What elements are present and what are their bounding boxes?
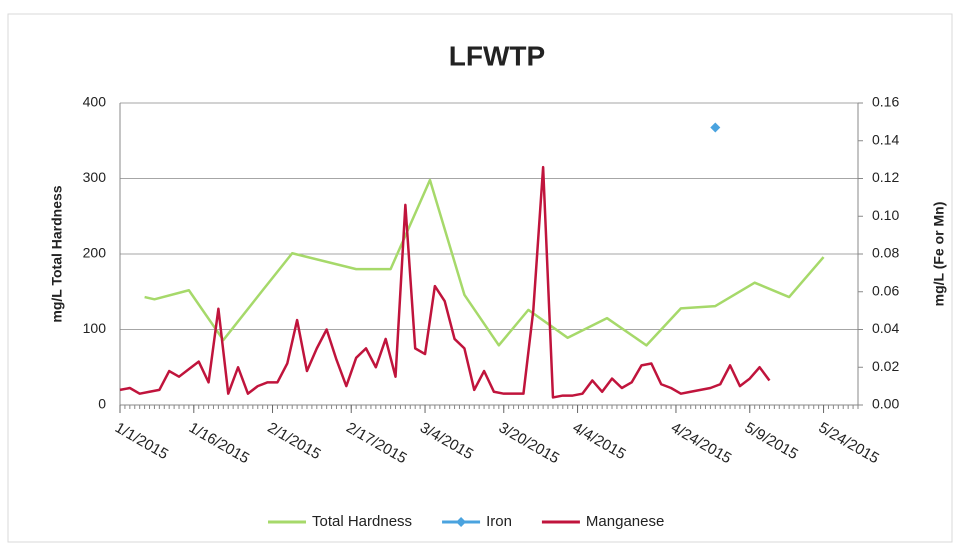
- y-tick-label: 100: [83, 320, 107, 336]
- legend-marker: [456, 517, 467, 527]
- y-tick-label: 300: [83, 169, 107, 185]
- chart-title: LFWTP: [449, 40, 545, 71]
- y2-tick-label: 0.10: [872, 207, 899, 223]
- data-point: [710, 122, 721, 133]
- y2-tick-label: 0.16: [872, 94, 899, 110]
- y-tick-label: 200: [83, 245, 107, 261]
- y2-axis-title: mg/L (Fe or Mn): [931, 202, 947, 307]
- y2-tick-label: 0.12: [872, 169, 899, 185]
- y-tick-label: 0: [98, 396, 106, 412]
- y2-tick-label: 0.00: [872, 396, 899, 412]
- data-line: [119, 165, 771, 399]
- legend-label: Manganese: [586, 513, 664, 530]
- chart-frame: [7, 13, 953, 543]
- y-tick-label: 400: [83, 94, 107, 110]
- legend-label: Iron: [486, 513, 512, 530]
- data-line: [144, 178, 825, 347]
- y2-tick-label: 0.04: [872, 320, 899, 336]
- y-axis-title: mg/L Total Hardness: [49, 185, 65, 322]
- y2-tick-label: 0.08: [872, 245, 899, 261]
- y2-tick-label: 0.02: [872, 358, 899, 374]
- y2-tick-label: 0.14: [872, 131, 899, 147]
- legend-label: Total Hardness: [312, 513, 412, 530]
- y2-tick-label: 0.06: [872, 282, 899, 298]
